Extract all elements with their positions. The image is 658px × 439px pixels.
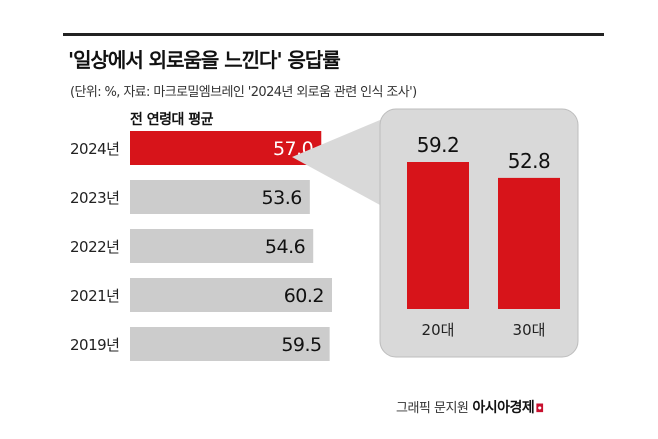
- top-rule: [63, 33, 604, 36]
- year-label: 2022년: [70, 238, 119, 256]
- year-label: 2023년: [70, 189, 119, 207]
- age-bar: [498, 177, 560, 309]
- year-bar: [130, 180, 310, 214]
- credit-text: 그래픽 문지원: [396, 401, 469, 416]
- age-value-label: 59.2: [417, 133, 460, 157]
- year-value-label: 53.6: [262, 187, 302, 209]
- age-category-label: 20대: [422, 321, 455, 339]
- chart-title: '일상에서 외로움을 느낀다' 응답률: [68, 48, 341, 72]
- year-bar: [130, 327, 330, 361]
- series-label: 전 연령대 평균: [130, 112, 214, 128]
- year-value-label: 59.5: [281, 334, 321, 356]
- graphic-credit: 그래픽 문지원 아시아경제◘: [396, 397, 544, 417]
- year-label: 2021년: [70, 287, 119, 305]
- year-bar: [130, 278, 332, 312]
- brand-logo: 아시아경제: [472, 400, 535, 416]
- year-bar: [130, 229, 314, 263]
- year-label: 2024년: [70, 140, 119, 158]
- age-value-label: 52.8: [508, 149, 551, 173]
- year-value-label: 60.2: [284, 285, 324, 307]
- age-bar: [407, 162, 469, 309]
- brand-mark-icon: ◘: [535, 402, 544, 415]
- year-label: 2019년: [70, 336, 119, 354]
- age-panel: 59.2 20대 52.8 30대: [292, 108, 579, 358]
- panel-pointer: [292, 120, 380, 205]
- source-note: (단위: %, 자료: 마크로밀엠브레인 '2024년 외로움 관련 인식 조사…: [70, 85, 417, 100]
- age-category-label: 30대: [513, 321, 546, 339]
- year-value-label: 54.6: [265, 236, 305, 258]
- year-bar: [130, 131, 322, 165]
